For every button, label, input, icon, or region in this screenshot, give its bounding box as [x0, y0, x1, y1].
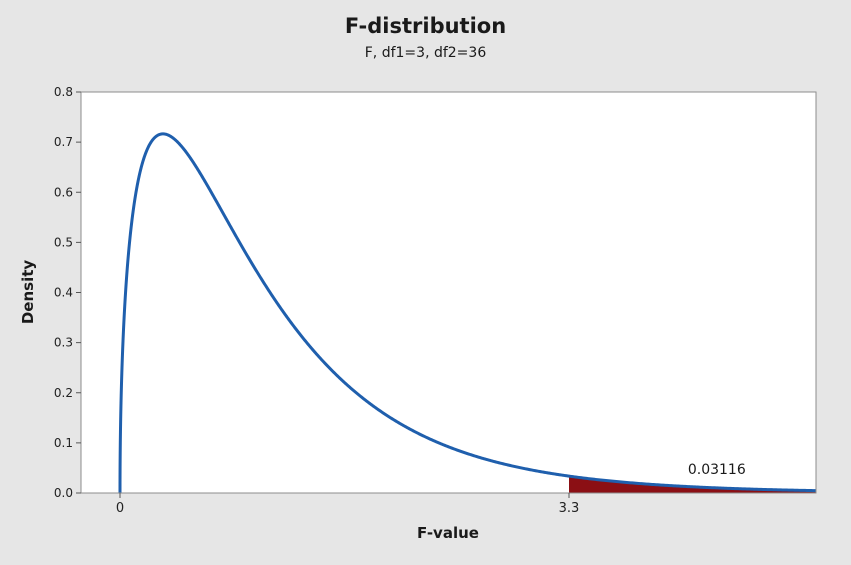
- y-tick-label: 0.6: [54, 185, 73, 199]
- y-tick-label: 0.1: [54, 436, 73, 450]
- y-axis: 0.0 0.1 0.2 0.3 0.4 0.5 0.6 0.7 0.8: [54, 85, 81, 500]
- y-tick-label: 0.0: [54, 486, 73, 500]
- density-curve: [118, 132, 817, 494]
- y-tick-label: 0.7: [54, 135, 73, 149]
- y-tick-label: 0.3: [54, 336, 73, 350]
- chart-subtitle: F, df1=3, df2=36: [364, 45, 487, 61]
- x-tick-label: 0: [116, 501, 124, 516]
- y-axis-label: Density: [19, 260, 37, 325]
- x-axis-label: F-value: [417, 524, 479, 542]
- chart-title: F-distribution: [344, 14, 507, 38]
- y-tick-label: 0.2: [54, 386, 73, 400]
- y-tick-label: 0.8: [54, 85, 73, 99]
- plot-background: [81, 92, 816, 493]
- tail-area-annotation: 0.03116: [688, 462, 746, 478]
- y-tick-label: 0.5: [54, 235, 73, 249]
- x-tick-label: 3.3: [559, 501, 580, 516]
- x-axis: 0 3.3: [116, 493, 579, 516]
- shaded-tail-region: [569, 476, 816, 493]
- y-tick-label: 0.4: [54, 286, 73, 300]
